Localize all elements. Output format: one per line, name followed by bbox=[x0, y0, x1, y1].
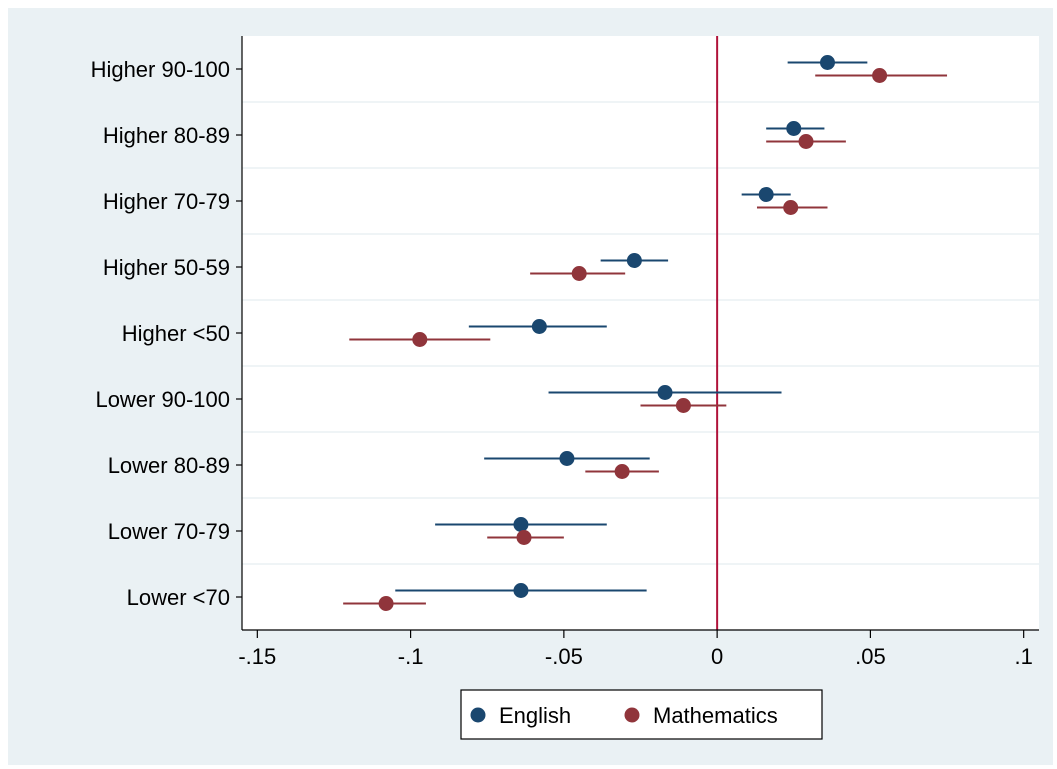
point-estimate bbox=[657, 385, 673, 400]
legend-label: Mathematics bbox=[653, 703, 778, 728]
point-estimate bbox=[614, 464, 630, 479]
point-estimate bbox=[531, 319, 547, 334]
legend-marker bbox=[470, 707, 486, 723]
point-estimate bbox=[378, 596, 394, 611]
point-estimate bbox=[513, 583, 529, 598]
category-label: Lower <70 bbox=[127, 585, 230, 610]
point-estimate bbox=[786, 121, 802, 136]
point-estimate bbox=[675, 398, 691, 413]
chart-figure: Higher 90-100 Higher 80-89 Higher 70-79 Hig… bbox=[8, 8, 1053, 765]
x-tick-label: -.05 bbox=[545, 644, 583, 669]
point-estimate bbox=[798, 134, 814, 149]
gridlines bbox=[242, 101, 1039, 565]
category-label: Higher 80-89 bbox=[103, 123, 230, 148]
x-tick-label: -.15 bbox=[238, 644, 276, 669]
series-group bbox=[343, 55, 948, 611]
x-tick-label: -.1 bbox=[398, 644, 424, 669]
legend-label: English bbox=[499, 703, 571, 728]
x-tick-label: .05 bbox=[855, 644, 886, 669]
legend: English Mathematics bbox=[460, 689, 823, 740]
point-estimate bbox=[872, 68, 888, 83]
point-estimate bbox=[819, 55, 835, 70]
category-label: Lower 70-79 bbox=[108, 519, 230, 544]
category-label: Higher 50-59 bbox=[103, 255, 230, 280]
x-tick-label: .1 bbox=[1014, 644, 1032, 669]
category-label: Lower 90-100 bbox=[95, 387, 230, 412]
point-estimate bbox=[571, 266, 587, 281]
category-label: Higher <50 bbox=[122, 321, 230, 346]
category-label: Higher 70-79 bbox=[103, 189, 230, 214]
x-tick-label: 0 bbox=[711, 644, 723, 669]
category-label: Lower 80-89 bbox=[108, 453, 230, 478]
point-estimate bbox=[783, 200, 799, 215]
legend-box bbox=[460, 689, 823, 740]
axes-group: Higher 90-100 Higher 80-89 Higher 70-79 Hig… bbox=[91, 36, 1039, 669]
coefficient-plot: Higher 90-100 Higher 80-89 Higher 70-79 Hig… bbox=[91, 36, 1039, 740]
point-estimate bbox=[626, 253, 642, 268]
category-label: Higher 90-100 bbox=[91, 57, 230, 82]
point-estimate bbox=[559, 451, 575, 466]
point-estimate bbox=[758, 187, 774, 202]
plot-area bbox=[242, 36, 1039, 630]
point-estimate bbox=[412, 332, 428, 347]
point-estimate bbox=[513, 517, 529, 532]
point-estimate bbox=[516, 530, 532, 545]
legend-marker bbox=[624, 707, 640, 723]
